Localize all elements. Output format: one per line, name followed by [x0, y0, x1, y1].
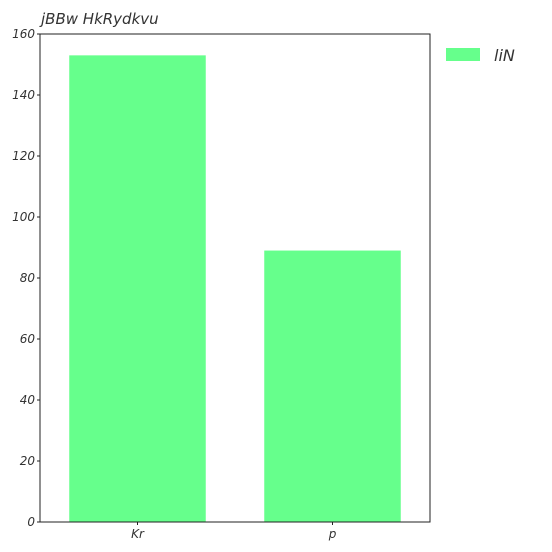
legend-swatch-lin	[446, 48, 480, 61]
x-tick-label-p: p	[328, 527, 337, 541]
y-tick-label: 60	[20, 332, 36, 346]
chart-title: jBBw HkRydkvu	[39, 10, 159, 28]
y-tick-label: 20	[20, 454, 36, 468]
plot-frame	[39, 33, 431, 523]
plot-area: Kr p 0 20 40 60 80 100 120 140 160	[12, 27, 401, 541]
y-tick-label: 160	[12, 27, 35, 41]
x-tick-label-kr: Kr	[131, 527, 145, 541]
bar-p	[264, 250, 401, 523]
y-tick-label: 40	[20, 393, 36, 407]
y-tick-label: 140	[12, 88, 35, 102]
legend-label-lin: liN	[494, 46, 515, 65]
y-tick-label: 0	[27, 515, 35, 529]
y-tick-label: 80	[20, 271, 36, 285]
y-tick-label: 120	[12, 149, 35, 163]
bar-kr	[69, 55, 206, 522]
legend: liN	[446, 46, 515, 65]
y-tick-label: 100	[12, 210, 35, 224]
